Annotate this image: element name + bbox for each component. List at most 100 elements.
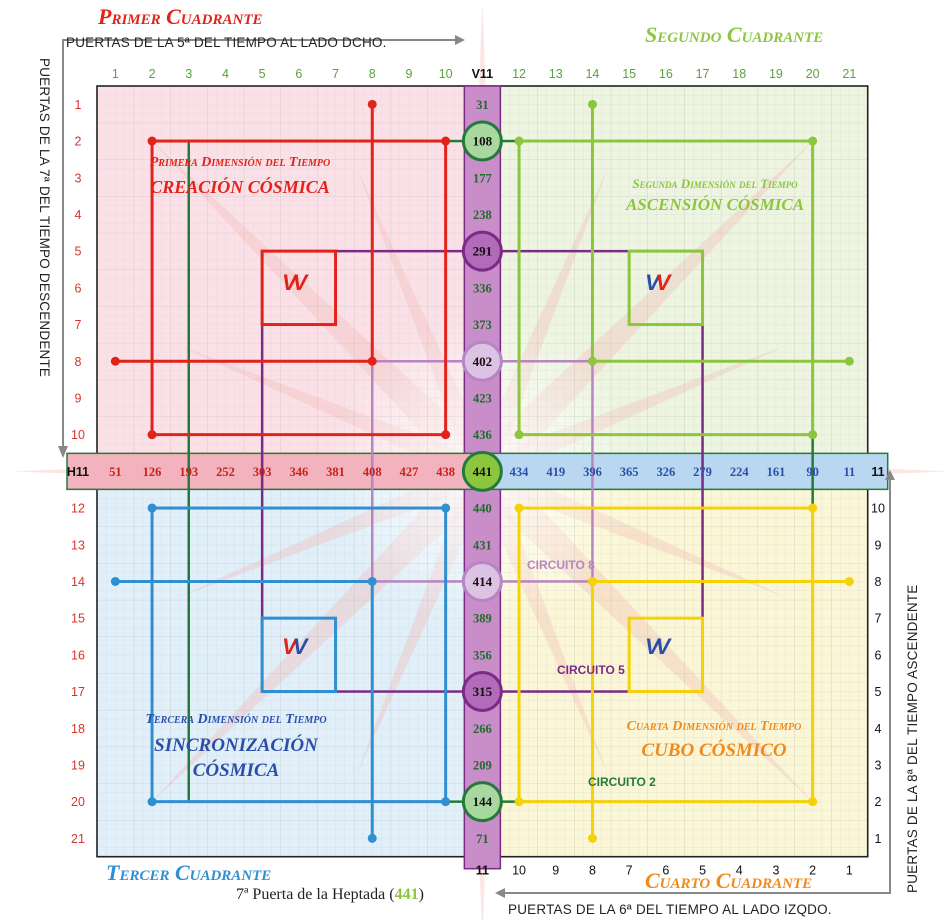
red-dot [441,136,451,146]
vertical-value: 373 [473,318,492,332]
blue-inner-box [260,616,338,694]
glyph-q1: VV [282,270,307,295]
left-row-number: H11 [67,465,89,479]
horizontal-left-value: 252 [216,465,235,479]
left-row-number: 16 [71,648,85,662]
gate-circle [461,560,503,602]
horizontal-channel-right [481,452,889,491]
horizontal-right-value: 279 [693,465,712,479]
vertical-value: 31 [476,98,489,112]
bottom-column-number: 10 [512,864,526,878]
vertical-value: 436 [473,428,492,442]
top-column-number: 18 [732,67,746,81]
gate-circle [461,781,503,823]
vertical-value: 356 [473,648,492,662]
dimension-1-title: Primera Dimensión del Tiempo [149,155,331,170]
left-row-number: 5 [75,245,82,259]
dimension-2-subtitle: ASCENSIÓN CÓSMICA [625,195,805,214]
right-row-number: 1 [875,832,882,846]
bottom-column-number: 8 [589,864,596,878]
top-column-number: 8 [369,67,376,81]
blue-dot [367,576,377,586]
yellow-dot [844,576,854,586]
horizontal-left-value: 346 [289,465,308,479]
top-column-number: 3 [185,67,192,81]
horizontal-left-value: 381 [326,465,345,479]
vertical-value: 440 [473,502,492,516]
left-row-number: 13 [71,538,85,552]
yellow-dot [514,797,524,807]
heptad-footer-value: 441 [394,886,419,903]
blue-dot [147,503,157,513]
vertical-value: 291 [473,244,493,259]
horizontal-right-value: 11 [843,465,855,479]
left-arrow-head [58,446,68,458]
vertical-value: 336 [473,281,492,295]
blue-dot [110,576,120,586]
green-dot [808,136,818,146]
blue-outer-box [150,506,448,804]
vertical-value: 238 [473,208,492,222]
heptad-footer: 7ª Puerta de la Heptada (441) [236,886,424,904]
right-row-number: 3 [875,758,882,772]
dimension-4-title: Cuarta Dimensión del Tiempo [626,719,802,734]
vertical-value: 431 [473,538,492,552]
left-row-number: 2 [75,135,82,149]
yellow-dot [587,833,597,843]
bottom-column-number: 3 [772,864,779,878]
bottom-arrow-head [495,888,505,898]
dimension-2-title: Segunda Dimensión del Tiempo [632,176,798,191]
yellow-dot [808,797,818,807]
vertical-value: 177 [473,171,492,185]
vertical-value: 414 [473,574,493,589]
blue-dot [441,503,451,513]
left-row-number: 19 [71,758,85,772]
right-row-number: 5 [875,685,882,699]
green-dot [587,99,597,109]
horizontal-right-value: 161 [767,465,786,479]
top-column-number: 15 [622,67,636,81]
horizontal-right-value: 396 [583,465,602,479]
green-dot [808,430,818,440]
horizontal-left-value: 303 [253,465,272,479]
right-row-number: 6 [875,648,882,662]
left-row-number: 18 [71,722,85,736]
top-left-arrow-path [62,39,455,446]
top-column-number: 9 [405,67,412,81]
right-side-label: PUERTAS DE LA 8ª DEL TIEMPO ASCENDENTE [905,584,920,893]
top-arrow-head [455,35,465,45]
dimension-3-title: Tercera Dimensión del Tiempo [145,712,327,727]
left-row-number: 9 [75,391,82,405]
top-column-number: 13 [549,67,563,81]
top-column-number: V11 [472,67,494,81]
top-column-number: 7 [332,67,339,81]
vertical-value: 209 [473,758,492,772]
top-column-number: 2 [149,67,156,81]
glyph-q2-red: V [655,270,671,295]
horizontal-left-value: 193 [179,465,198,479]
circuit-8-label: CIRCUITO 8 [527,558,595,572]
horizontal-left-value: 427 [400,465,419,479]
left-row-number: 6 [75,281,82,295]
gate-circle [461,120,503,162]
vertical-value: 389 [473,612,492,626]
left-row-number: 7 [75,318,82,332]
bottom-right-arrow-path [505,480,891,894]
bottom-column-number: 9 [552,864,559,878]
glyph-q2: VV [645,270,671,296]
glyph-q3-red: V [282,634,297,659]
right-row-number: 2 [875,795,882,809]
green-dot [514,430,524,440]
top-column-number: 16 [659,67,673,81]
bottom-side-label: PUERTAS DE LA 6ª DEL TIEMPO AL LADO IZQD… [508,902,832,917]
blue-dot [147,797,157,807]
left-row-number: 15 [71,612,85,626]
top-side-label: PUERTAS DE LA 5ª DEL TIEMPO AL LADO DCHO… [66,35,387,50]
left-row-number: 20 [71,795,85,809]
vertical-value: 402 [473,354,493,369]
dimension-3-subtitle-1: SINCRONIZACIÓN [154,735,318,756]
left-row-number: 8 [75,355,82,369]
horizontal-left-value: 408 [363,465,382,479]
horizontal-right-value: 90 [806,465,819,479]
glyph-q3: VV [282,634,307,660]
